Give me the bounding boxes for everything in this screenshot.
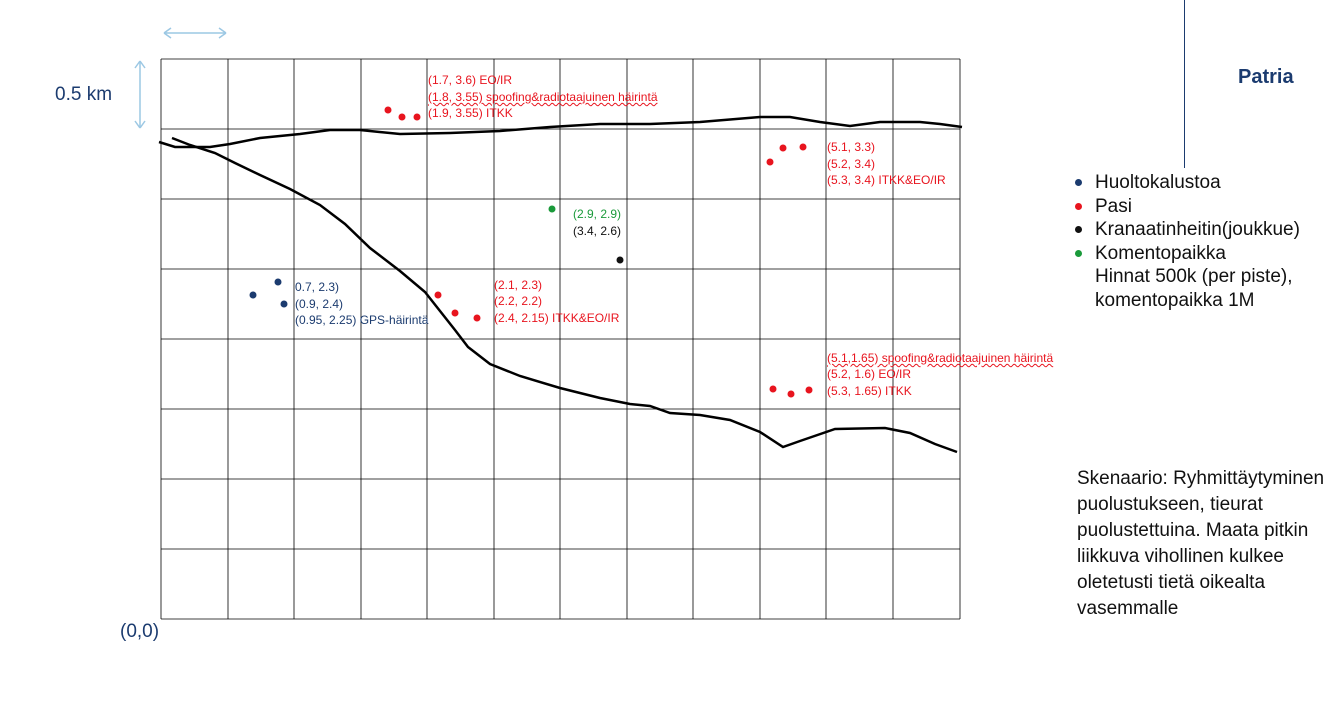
legend: Huoltokalustoa Pasi Kranaatinheitin(jouk…	[1072, 171, 1300, 312]
pasi-point	[779, 144, 787, 152]
pasi-point	[451, 309, 459, 317]
road-lower	[171, 136, 958, 454]
legend-item-label: Kranaatinheitin(joukkue)	[1095, 219, 1300, 240]
pasi-point	[799, 143, 807, 151]
center-group-label-3: (2.4, 2.15) ITKK&EO/IR	[494, 311, 620, 325]
command-post-point	[548, 205, 556, 213]
northeast-group-label-3: (5.3, 3.4) ITKK&EO/IR	[827, 173, 946, 187]
legend-item-label: Komentopaikka	[1095, 242, 1226, 264]
legend-item-kranaatinheitin: Kranaatinheitin(joukkue)	[1072, 218, 1300, 242]
center-group-label-2: (2.2, 2.2)	[494, 294, 543, 308]
pasi-point	[413, 113, 421, 121]
center-group-label-1: (2.1, 2.3)	[494, 278, 543, 292]
pasi-point	[769, 385, 777, 393]
pasi-point	[766, 158, 774, 166]
legend-dot-icon	[1075, 249, 1082, 257]
east-group-label-3: (5.3, 1.65) ITKK	[827, 384, 912, 398]
maintenance-label-2: (0.9, 2.4)	[295, 297, 344, 311]
maintenance-point	[280, 300, 288, 308]
double-arrow-vertical	[134, 60, 146, 129]
legend-dot-icon	[1075, 202, 1082, 210]
pasi-point	[384, 106, 392, 114]
divider-line	[1184, 0, 1185, 168]
patria-logo: Patria	[1238, 66, 1294, 88]
east-group-label-1: (5.1,1.65) spoofing&radiotaajuinen häiri…	[827, 351, 1054, 365]
legend-dot-icon	[1075, 226, 1082, 233]
points	[249, 106, 813, 398]
maintenance-point	[274, 278, 282, 286]
mortar-label: (3.4, 2.6)	[573, 224, 622, 238]
maintenance-label-3: (0.95, 2.25) GPS-häirintä	[295, 313, 429, 327]
pasi-point	[473, 314, 481, 322]
double-arrow-horizontal	[163, 27, 227, 39]
maintenance-point	[249, 291, 257, 299]
north-group-label-3: (1.9, 3.55) ITKK	[428, 106, 513, 120]
command-post-label: (2.9, 2.9)	[573, 207, 622, 221]
northeast-group-label-2: (5.2, 3.4)	[827, 157, 876, 171]
pasi-point	[787, 390, 795, 398]
origin-label: (0,0)	[120, 621, 160, 642]
legend-item-label: Pasi	[1095, 195, 1132, 217]
legend-dot-icon	[1075, 179, 1082, 186]
legend-item-label: Huoltokalustoa	[1095, 172, 1221, 193]
scenario-text: Skenaario: Ryhmittäytyminen puolustuksee…	[1077, 468, 1325, 619]
road-upper	[158, 115, 963, 149]
east-group-label-2: (5.2, 1.6) EO/IR	[827, 367, 912, 381]
north-group-label-1: (1.7, 3.6) EO/IR	[428, 73, 513, 87]
legend-item-huoltokalustoa: Huoltokalustoa	[1072, 171, 1300, 195]
legend-price-note-1: Hinnat 500k (per piste),	[1095, 266, 1293, 287]
grid	[160, 58, 961, 620]
northeast-group-label-1: (5.1, 3.3)	[827, 140, 876, 154]
legend-item-pasi: Pasi	[1072, 195, 1300, 219]
maintenance-label-1: 0.7, 2.3)	[295, 280, 340, 294]
scale-label: 0.5 km	[55, 84, 113, 105]
pasi-point	[805, 386, 813, 394]
pasi-point	[398, 113, 406, 121]
legend-item-komentopaikka: Komentopaikka	[1072, 242, 1300, 266]
mortar-point	[616, 256, 624, 264]
pasi-point	[434, 291, 442, 299]
legend-price-note-2: komentopaikka 1M	[1095, 289, 1255, 311]
north-group-label-2: (1.8, 3.55) spoofing&radiotaajuinen häir…	[428, 90, 658, 104]
